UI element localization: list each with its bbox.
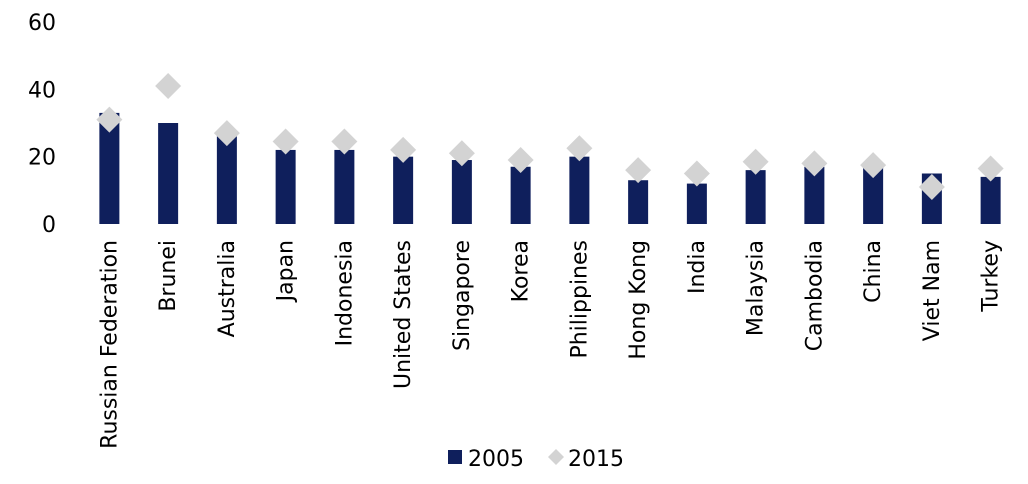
series-2005-bars: [99, 112, 1001, 224]
marker-2015: [155, 72, 182, 99]
bar-2005: [275, 149, 296, 224]
legend-swatch-2015: [548, 449, 564, 465]
bar-2005: [686, 183, 707, 224]
legend-label-2005: 2005: [468, 447, 524, 472]
y-tick-label: 0: [42, 213, 56, 238]
bar-2005: [451, 160, 472, 224]
y-tick-label: 20: [28, 146, 56, 171]
marker-2015: [801, 150, 828, 177]
x-tick-label: Korea: [509, 240, 534, 302]
x-tick-label: Indonesia: [332, 240, 357, 346]
legend-label-2015: 2015: [568, 447, 624, 472]
bar-2005: [745, 170, 766, 224]
marker-2015: [742, 148, 769, 175]
bar-2005: [863, 166, 884, 224]
x-tick-label: Malaysia: [744, 240, 769, 336]
x-tick-label: Australia: [215, 240, 240, 337]
y-tick-label: 60: [28, 11, 56, 36]
bar-2005: [158, 123, 179, 224]
x-tick-label: Cambodia: [802, 240, 827, 351]
legend: 2005 2015: [448, 447, 624, 472]
series-2015-markers: [96, 72, 1004, 200]
x-tick-label: Singapore: [450, 240, 475, 351]
x-tick-label: United States: [391, 240, 416, 389]
x-tick-label: Japan: [274, 240, 299, 303]
bar-2005: [99, 112, 120, 224]
marker-2015: [272, 128, 299, 155]
marker-2015: [860, 152, 887, 179]
marker-2015: [507, 147, 534, 174]
bar-2005: [569, 156, 590, 224]
marker-2015: [331, 128, 358, 155]
legend-swatch-2005: [448, 450, 462, 464]
marker-2015: [213, 120, 240, 147]
y-tick-label: 40: [28, 78, 56, 103]
x-tick-label: Turkey: [979, 240, 1004, 313]
marker-2015: [683, 160, 710, 187]
marker-2015: [390, 136, 417, 163]
bar-2005: [804, 166, 825, 224]
x-tick-label: Russian Federation: [97, 240, 122, 449]
marker-2015: [566, 135, 593, 162]
marker-2015: [96, 106, 123, 133]
bar-2005: [216, 136, 237, 224]
marker-2015: [918, 173, 945, 200]
bar-2005: [510, 166, 531, 224]
x-tick-label: India: [685, 240, 710, 294]
marker-2015: [977, 155, 1004, 182]
x-tick-label: Brunei: [156, 240, 181, 312]
x-tick-label: China: [861, 240, 886, 303]
bar-2005: [393, 156, 414, 224]
x-tick-label: Philippines: [567, 240, 592, 359]
x-tick-label: Viet Nam: [920, 240, 945, 341]
x-tick-label: Hong Kong: [626, 240, 651, 360]
bar-2005: [980, 176, 1001, 224]
bar-2005: [334, 149, 355, 224]
y-axis-ticks: 0 20 40 60: [28, 11, 56, 238]
x-axis-labels: Russian Federation Brunei Australia Japan In…: [97, 240, 1003, 449]
bar-2005: [628, 180, 649, 224]
marker-2015: [448, 140, 475, 167]
marker-2015: [625, 157, 652, 184]
